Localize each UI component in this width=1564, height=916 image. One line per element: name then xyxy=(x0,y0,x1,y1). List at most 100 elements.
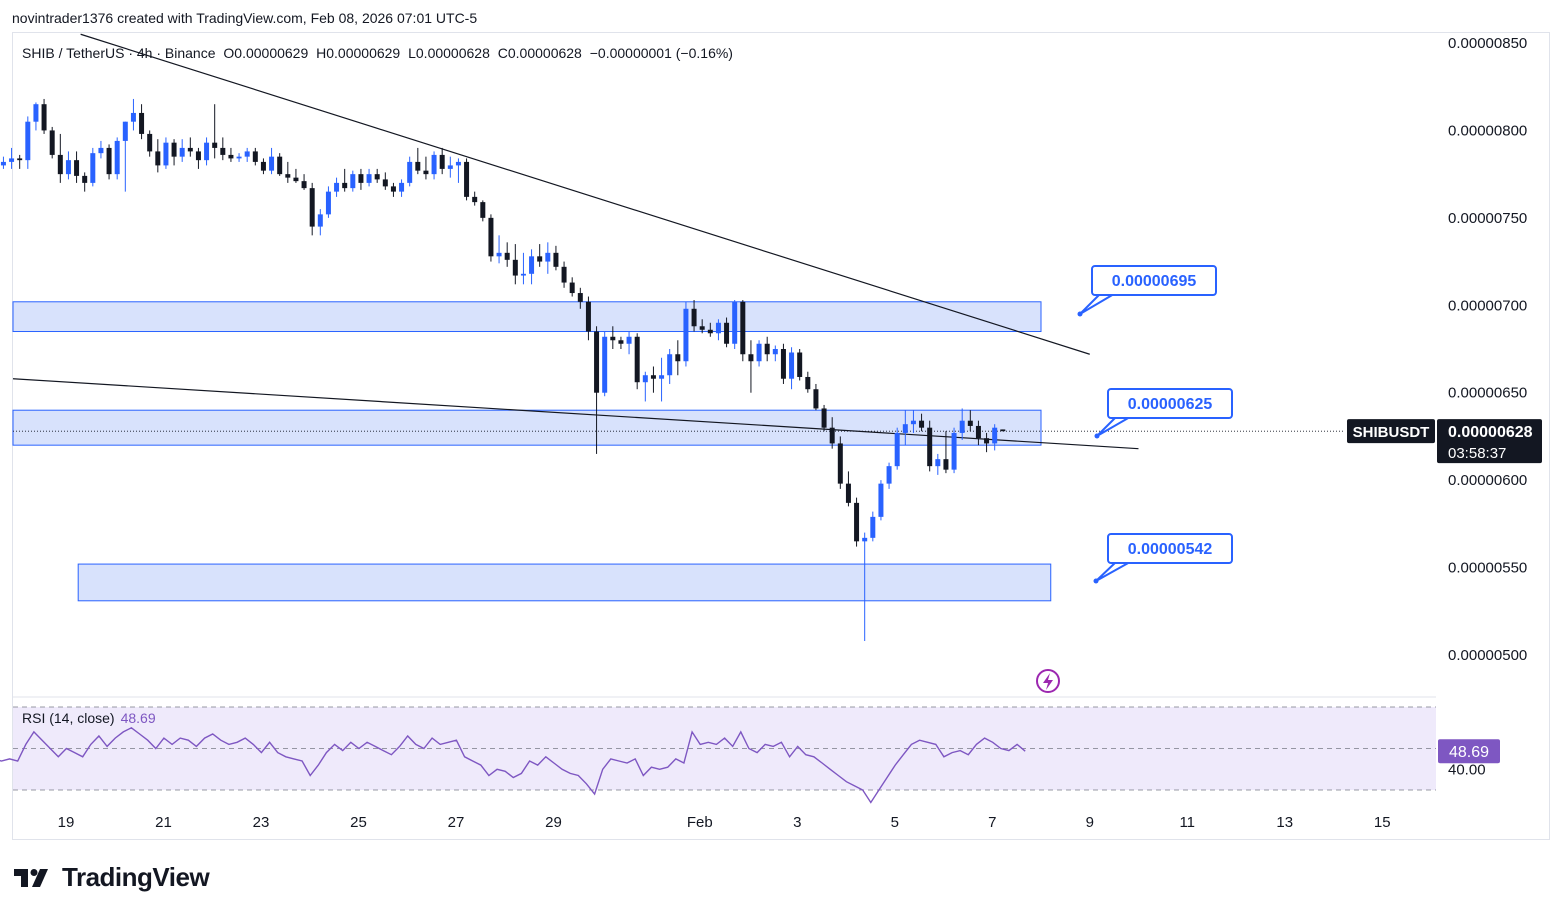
candle xyxy=(943,431,949,474)
candle xyxy=(797,349,803,381)
candle xyxy=(740,300,746,362)
candle-body xyxy=(569,282,575,294)
callout-label: 0.00000542 xyxy=(1128,541,1213,558)
candle xyxy=(610,326,616,349)
candle-body xyxy=(488,217,494,257)
candle-body xyxy=(927,427,933,467)
candle xyxy=(545,242,551,274)
candle-body xyxy=(756,343,762,362)
candle-body xyxy=(691,308,697,327)
candle xyxy=(269,147,275,175)
candle xyxy=(325,186,331,218)
candle xyxy=(699,319,705,334)
candle-body xyxy=(455,161,461,166)
y-tick-label: 0.00000800 xyxy=(1448,122,1527,139)
trendline-0 xyxy=(80,33,1090,355)
x-tick-label: 21 xyxy=(155,814,172,831)
candle-body xyxy=(147,133,153,152)
candle-body xyxy=(342,182,348,189)
candle xyxy=(837,436,843,489)
candle xyxy=(163,137,169,169)
candle-body xyxy=(748,354,754,362)
candle xyxy=(57,133,63,183)
tradingview-logo[interactable]: TradingView xyxy=(14,862,210,893)
candle xyxy=(309,182,315,236)
candle-body xyxy=(984,438,990,444)
candle xyxy=(854,497,860,547)
candle-body xyxy=(41,104,47,131)
legend-low: L0.00000628 xyxy=(408,45,490,61)
candle xyxy=(90,147,96,187)
candle xyxy=(358,168,364,190)
candle xyxy=(529,249,535,285)
candle-body xyxy=(520,273,526,276)
candle xyxy=(577,287,583,309)
candle-body xyxy=(902,424,908,433)
candle-body xyxy=(951,432,957,470)
candle-body xyxy=(9,158,15,162)
zone-0 xyxy=(12,301,1042,333)
candle-body xyxy=(764,343,770,355)
candle xyxy=(919,413,925,432)
rsi-legend[interactable]: RSI (14, close) 48.69 xyxy=(22,710,156,726)
candle xyxy=(845,471,851,507)
zone-callout-0[interactable]: 0.00000695 xyxy=(1077,265,1217,317)
candle xyxy=(147,130,153,157)
y-tick-label: 0.00000750 xyxy=(1448,210,1527,227)
candle-body xyxy=(285,174,291,178)
candle-body xyxy=(464,161,470,197)
candle-body xyxy=(975,425,981,439)
candle-body xyxy=(65,160,71,175)
candle-body xyxy=(228,154,234,159)
candle-body xyxy=(244,151,250,157)
candle-body xyxy=(935,459,941,467)
candle-body xyxy=(675,354,681,362)
candle-body xyxy=(90,153,96,183)
candle xyxy=(537,244,543,267)
x-tick-label: 29 xyxy=(545,814,562,831)
x-tick-label: 19 xyxy=(58,814,75,831)
candle-body xyxy=(480,202,486,218)
candle-body xyxy=(17,158,23,161)
candle-body xyxy=(301,181,307,189)
candle xyxy=(33,102,39,131)
candle-body xyxy=(49,130,55,155)
candle-body xyxy=(618,340,624,344)
candle-body xyxy=(724,322,730,344)
rsi-line xyxy=(0,726,1026,804)
candle xyxy=(399,179,405,197)
candle-body xyxy=(780,349,786,379)
candle xyxy=(407,156,413,187)
candle xyxy=(488,214,494,262)
x-tick-label: 15 xyxy=(1374,814,1391,831)
y-tick-label: 0.00000850 xyxy=(1448,35,1527,52)
x-tick-label: 9 xyxy=(1086,814,1094,831)
candle xyxy=(17,154,23,169)
candle xyxy=(975,420,981,446)
candle-body xyxy=(919,420,925,428)
candle-body xyxy=(561,266,567,283)
candle-body xyxy=(74,160,80,176)
candle-body xyxy=(667,354,673,376)
alert-icon[interactable] xyxy=(1036,669,1060,693)
legend-symbol[interactable]: SHIB / TetherUS · 4h · Binance xyxy=(22,45,216,61)
candle xyxy=(122,121,128,192)
price-tag-layer: SHIBUSDT 0.00000628 03:58:37 xyxy=(1347,419,1542,464)
zone-callout-1[interactable]: 0.00000625 xyxy=(1094,388,1233,439)
zone-callout-2[interactable]: 0.00000542 xyxy=(1093,533,1233,584)
candle xyxy=(212,104,218,159)
candle-body xyxy=(959,420,965,433)
candle xyxy=(41,98,47,134)
candle xyxy=(423,156,429,180)
candle xyxy=(935,453,941,475)
candle-body xyxy=(423,170,429,175)
candle xyxy=(155,139,161,173)
candle-body xyxy=(114,140,120,175)
candle xyxy=(390,182,396,197)
candle xyxy=(114,137,120,180)
x-tick-label: 3 xyxy=(793,814,801,831)
candle xyxy=(715,319,721,341)
candle-body xyxy=(106,147,112,175)
